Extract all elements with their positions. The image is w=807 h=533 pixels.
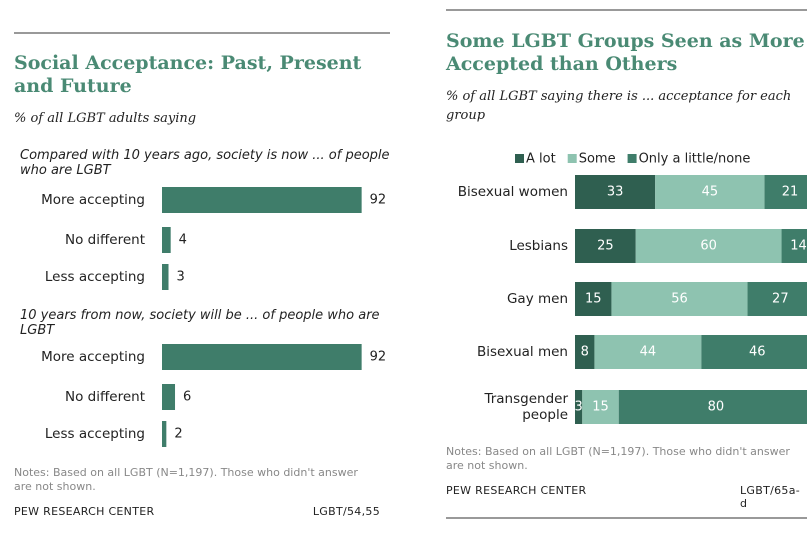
value-label: 92: [370, 350, 387, 365]
subtitle: % of all LGBT adults saying: [14, 111, 197, 126]
bar-segment: [575, 282, 612, 316]
legend-swatch: [515, 154, 524, 163]
bar: [162, 264, 169, 290]
bar-segment: [701, 335, 807, 369]
category-label: No different: [65, 232, 145, 248]
bar: [162, 384, 176, 410]
bar: [162, 421, 167, 447]
legend-label: Some: [579, 152, 616, 167]
value-label: 2: [174, 427, 182, 442]
value-label: 56: [671, 292, 688, 307]
value-label: 3: [575, 400, 583, 415]
value-label: 92: [370, 193, 387, 208]
category-label: More accepting: [41, 192, 145, 208]
value-label: 46: [749, 345, 766, 360]
value-label: 14: [790, 239, 807, 254]
bar-segment: [635, 229, 782, 263]
code: LGBT/54,55: [312, 505, 380, 518]
value-label: 4: [179, 233, 187, 248]
legend-label: Only a little/none: [639, 152, 751, 167]
value-label: 45: [702, 185, 719, 200]
bar-segment: [594, 335, 702, 369]
category-label: No different: [65, 389, 145, 405]
code: LGBT/65a-d: [740, 484, 801, 510]
bar-segment: [747, 282, 807, 316]
bar-segment: [611, 282, 748, 316]
category-label: Gay men: [506, 291, 568, 307]
category-label: Bisexual women: [457, 184, 568, 200]
bar-segment: [618, 390, 807, 424]
subtitle: % of all LGBT saying there is ... accept…: [446, 89, 792, 123]
value-label: 15: [592, 400, 609, 415]
bar-segment: [575, 175, 656, 209]
group-heading: Compared with 10 years ago, society is n…: [20, 148, 390, 178]
legend-swatch: [567, 154, 577, 163]
source: PEW RESEARCH CENTER: [14, 505, 155, 518]
value-label: 80: [708, 400, 725, 415]
notes: Notes: Based on all LGBT (N=1,197). Thos…: [446, 445, 790, 472]
chart-title: Some LGBT Groups Seen as More Accepted t…: [446, 30, 805, 75]
value-label: 15: [585, 292, 602, 307]
category-label: Transgender people: [484, 391, 568, 423]
value-label: 33: [607, 185, 624, 200]
legend-swatch: [627, 154, 637, 163]
bar-segment: [575, 229, 636, 263]
category-label: Less accepting: [44, 426, 145, 442]
notes: Notes: Based on all LGBT (N=1,197). Thos…: [14, 466, 358, 493]
value-label: 6: [183, 390, 191, 405]
source: PEW RESEARCH CENTER: [446, 484, 587, 497]
bar: [162, 187, 362, 213]
category-label: Less accepting: [44, 269, 145, 285]
bar-segment: [575, 390, 583, 424]
bar: [162, 344, 362, 370]
category-label: Bisexual men: [477, 344, 568, 360]
value-label: 8: [581, 345, 589, 360]
bar-segment: [781, 229, 807, 263]
chart-title: Social Acceptance: Past, Present and Fut…: [14, 52, 362, 97]
category-label: More accepting: [41, 349, 145, 365]
value-label: 44: [640, 345, 657, 360]
bar-segment: [764, 175, 807, 209]
value-label: 21: [782, 185, 799, 200]
group-heading: 10 years from now, society will be ... o…: [20, 308, 380, 338]
value-label: 25: [597, 239, 614, 254]
value-label: 3: [177, 270, 185, 285]
bar-segment: [655, 175, 765, 209]
value-label: 60: [700, 239, 717, 254]
legend-label: A lot: [526, 152, 556, 167]
value-label: 27: [772, 292, 789, 307]
bar-segment: [575, 335, 595, 369]
bar-segment: [582, 390, 619, 424]
category-label: Lesbians: [509, 238, 568, 254]
bar: [162, 227, 171, 253]
